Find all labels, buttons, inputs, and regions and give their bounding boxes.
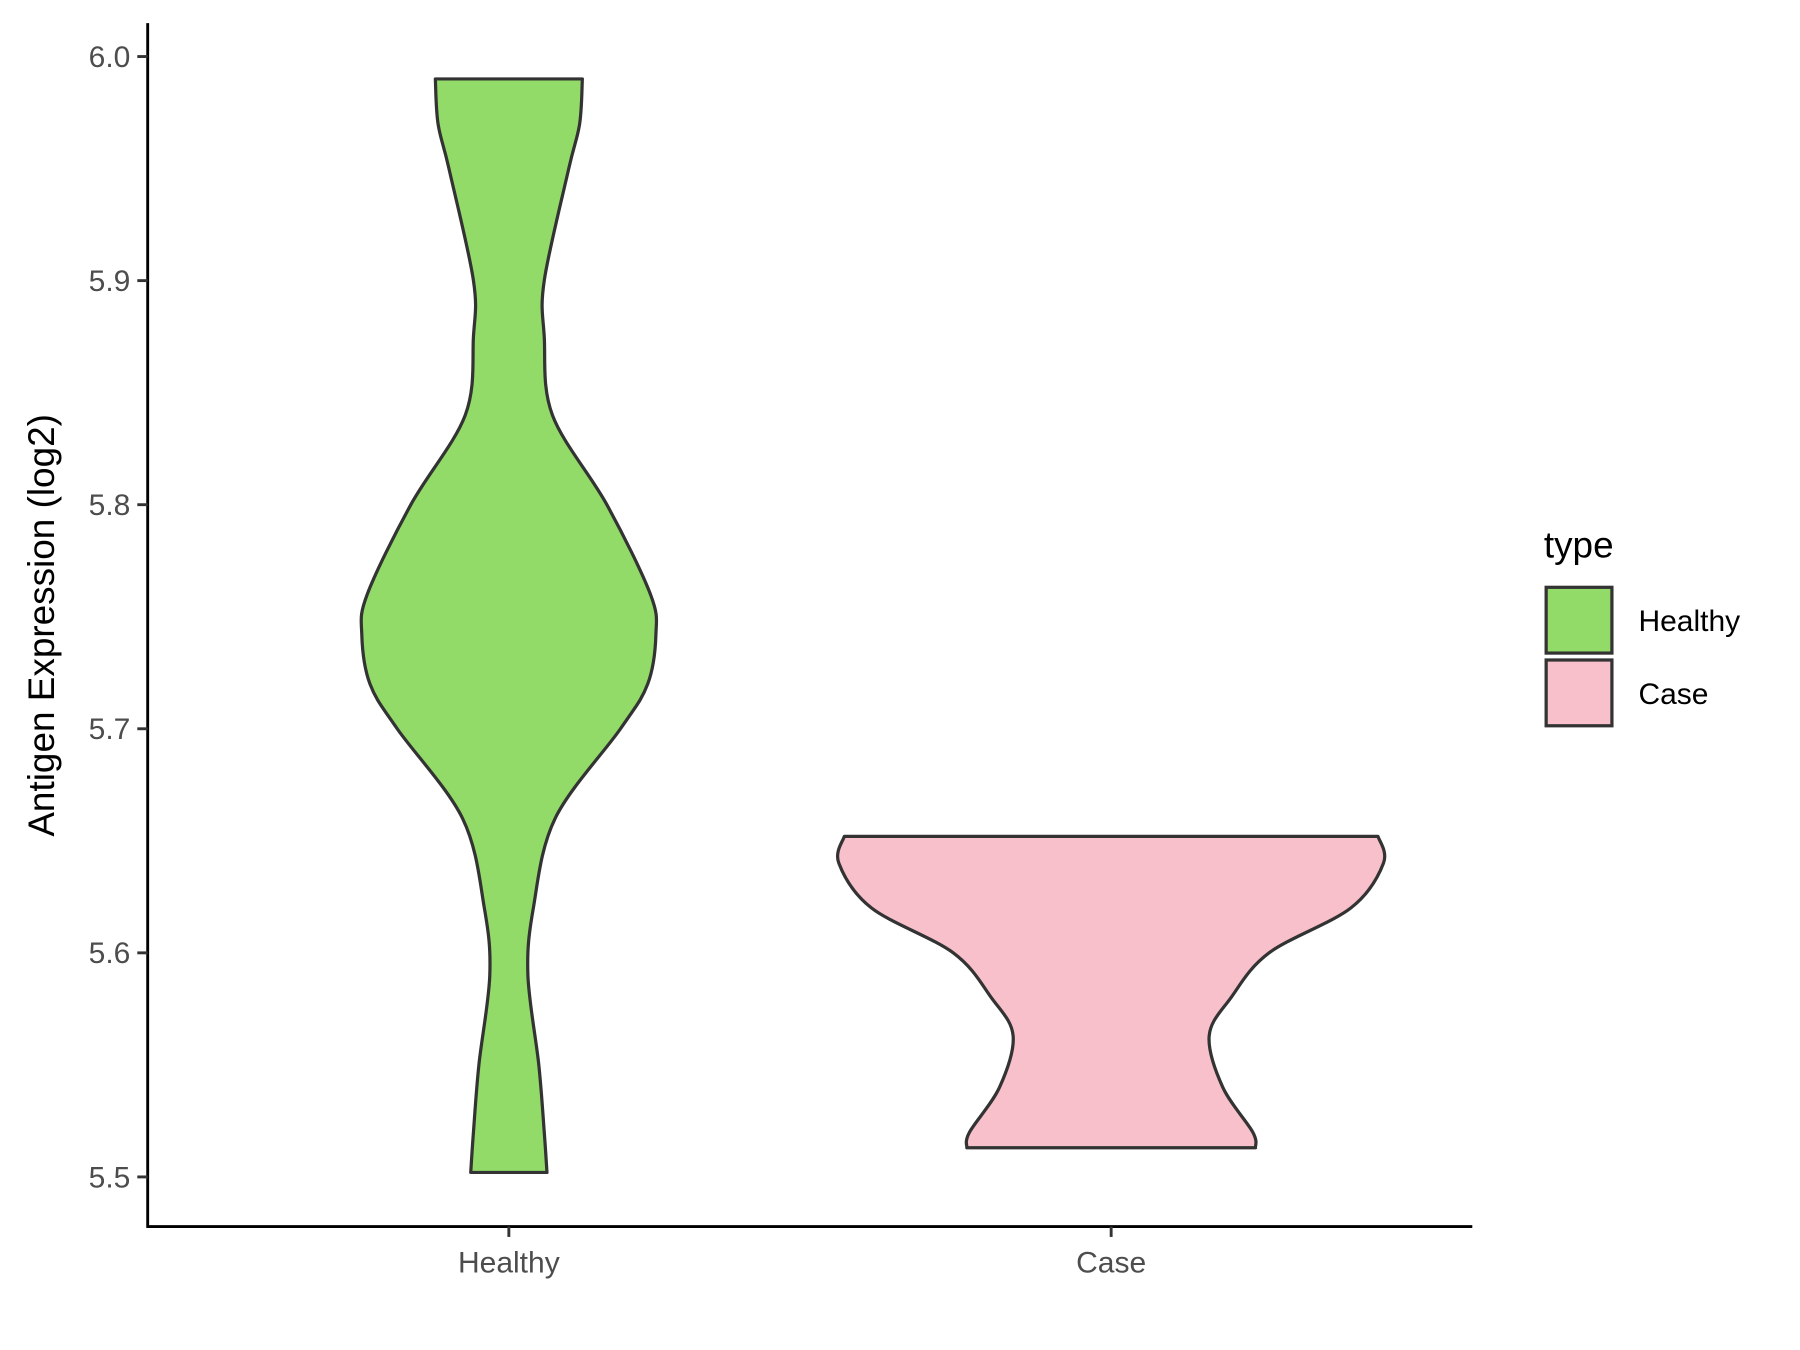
y-tick-label: 5.8 (89, 489, 131, 522)
legend-key-case (1544, 658, 1614, 728)
violins (359, 77, 1387, 1175)
y-tick-label: 5.6 (89, 937, 131, 970)
legend-label: Healthy (1638, 605, 1740, 638)
violin-healthy (359, 77, 659, 1175)
x-ticks: Healthy Case (458, 1226, 1146, 1280)
y-axis-title: Antigen Expression (log2) (21, 414, 62, 837)
violin-case (836, 834, 1387, 1150)
x-tick-label: Healthy (458, 1247, 560, 1280)
legend-title: type (1544, 524, 1614, 565)
y-tick-label: 5.9 (89, 265, 131, 298)
y-tick-label: 6.0 (89, 41, 131, 74)
legend-key-healthy (1544, 585, 1614, 655)
y-tick-label: 5.7 (89, 713, 131, 746)
legend: type Healthy Case (1544, 524, 1740, 728)
x-tick-label: Case (1076, 1247, 1146, 1280)
y-ticks: 5.5 5.6 5.7 5.8 5.9 6.0 (89, 41, 148, 1194)
y-tick-label: 5.5 (89, 1161, 131, 1194)
legend-label: Case (1638, 678, 1708, 711)
